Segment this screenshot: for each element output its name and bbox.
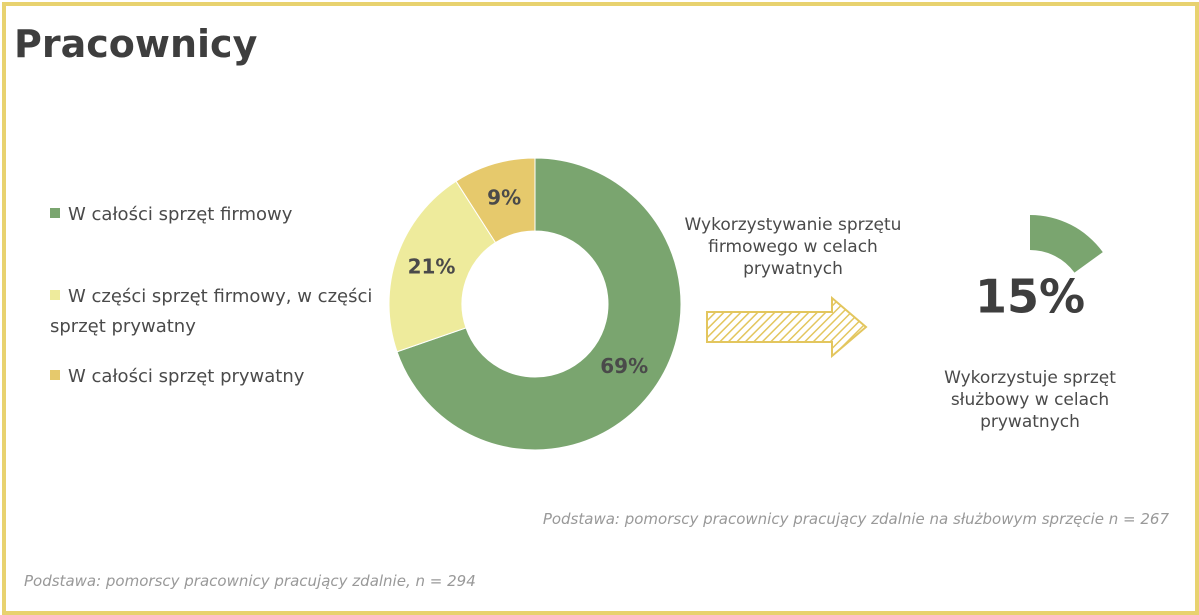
donut-segment [455, 157, 536, 244]
legend-label: W części sprzęt firmowy, w części sprzęt… [50, 286, 373, 337]
legend-swatch [50, 290, 60, 300]
note: Podstawa: pomorscy pracownicy pracujący … [24, 572, 476, 590]
legend-item: W całości sprzęt firmowy [50, 200, 390, 230]
legend-item: W całości sprzęt prywatny [50, 362, 390, 392]
pie-caption: Wykorzystuje sprzęt służbowy w celach pr… [944, 368, 1116, 432]
legend-item: W części sprzęt firmowy, w części sprzęt… [50, 282, 390, 342]
pie-segment [1030, 215, 1103, 273]
legend-swatch [50, 370, 60, 380]
value-label: 15% [975, 270, 1085, 324]
donut-segment [388, 180, 497, 353]
value-label: 9% [487, 185, 521, 209]
title: Pracownicy [14, 22, 258, 66]
value-label: 69% [600, 354, 648, 378]
note: Podstawa: pomorscy pracownicy pracujący … [542, 510, 1169, 528]
donut-segment [396, 157, 682, 451]
legend-label: W całości sprzęt prywatny [68, 366, 305, 387]
legend-swatch [50, 208, 60, 218]
value-label: 21% [408, 255, 456, 279]
arrow [706, 295, 868, 359]
legend-label: W całości sprzęt firmowy [68, 204, 293, 225]
arrow-text: Wykorzystywanie sprzętu firmowego w cela… [684, 215, 902, 279]
